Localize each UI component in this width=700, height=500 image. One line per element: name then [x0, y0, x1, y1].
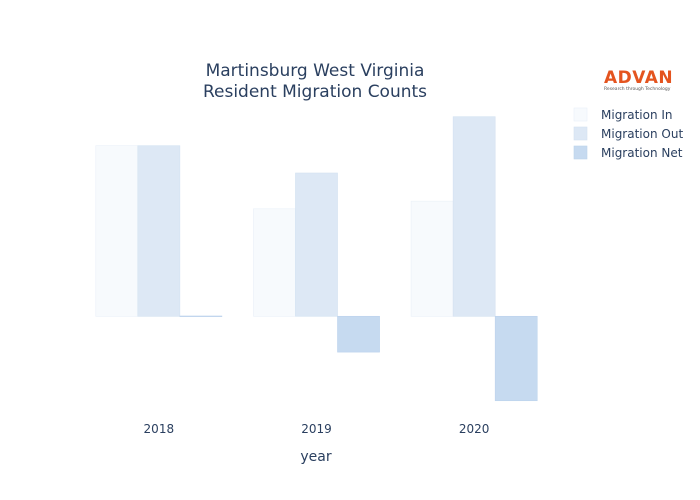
bar-migration-net-2018[interactable] [179, 315, 223, 317]
x-tick-labels: 2018 2019 2020 [144, 422, 490, 436]
legend-label: Migration Out [601, 127, 683, 141]
advan-logo: ADVAN Research through Technology [604, 68, 673, 92]
legend-item-migration-net[interactable]: Migration Net [573, 145, 683, 160]
legend[interactable]: Migration In Migration Out Migration Net [573, 107, 683, 160]
bar-migration-net-2020[interactable] [494, 315, 538, 402]
logo-tagline: Research through Technology [604, 86, 671, 92]
chart-title-line-1: Martinsburg West Virginia [206, 61, 425, 81]
bar-migration-out-2019[interactable] [295, 172, 338, 317]
bar-migration-in-2018[interactable] [95, 145, 139, 317]
x-tick-label: 2020 [459, 422, 490, 436]
bar-migration-net-2019[interactable] [337, 315, 380, 353]
chart-title: Martinsburg West Virginia Resident Migra… [203, 61, 427, 102]
chart-title-line-2: Resident Migration Counts [203, 82, 427, 102]
x-tick-label: 2018 [144, 422, 175, 436]
legend-item-migration-in[interactable]: Migration In [573, 107, 673, 122]
x-tick-label: 2019 [301, 422, 332, 436]
legend-swatch [573, 126, 588, 141]
bars [95, 116, 538, 402]
bar-migration-out-2018[interactable] [137, 145, 181, 317]
bar-migration-in-2019[interactable] [253, 208, 296, 317]
legend-label: Migration Net [601, 146, 683, 160]
bar-migration-in-2020[interactable] [410, 200, 454, 317]
bar-migration-out-2020[interactable] [452, 116, 496, 317]
legend-item-migration-out[interactable]: Migration Out [573, 126, 683, 141]
logo-wordmark: ADVAN [604, 68, 673, 88]
legend-swatch [573, 107, 588, 122]
legend-label: Migration In [601, 108, 673, 122]
x-axis-title: year [300, 449, 331, 465]
legend-swatch [573, 145, 588, 160]
